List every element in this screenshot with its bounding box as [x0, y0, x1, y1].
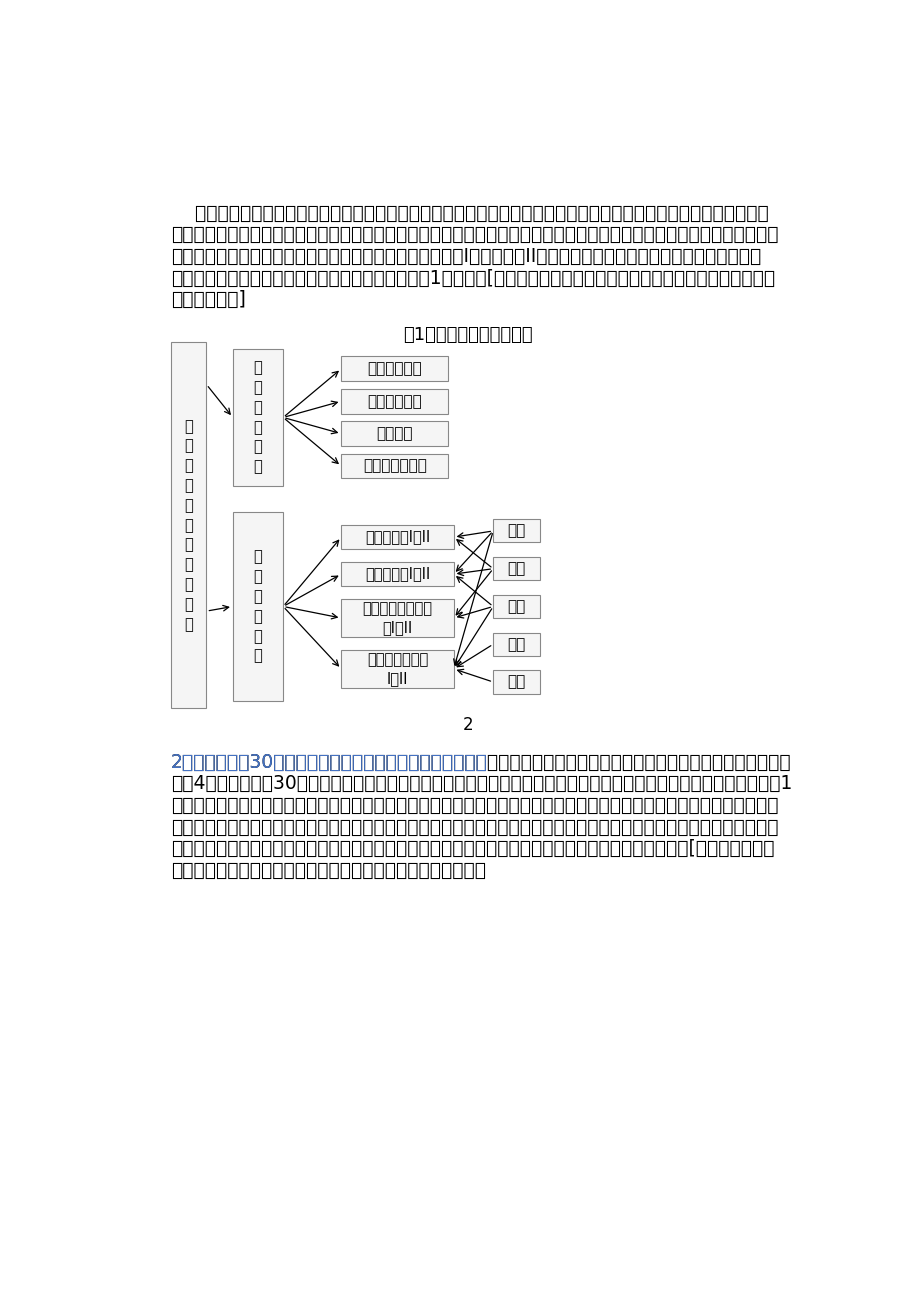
FancyBboxPatch shape: [493, 595, 539, 618]
Text: 实验技术与理论: 实验技术与理论: [362, 459, 426, 474]
Text: 数学: 数学: [506, 636, 525, 652]
FancyBboxPatch shape: [493, 670, 539, 693]
Text: 设置4个方向，形成30个项目主题，按照学生认知发展和项目综合程度分布在不同学段，满足学生多元化发展需求（如表1: 设置4个方向，形成30个项目主题，按照学生认知发展和项目综合程度分布在不同学段，…: [171, 774, 791, 794]
Text: 科学研究方法: 科学研究方法: [367, 394, 422, 409]
Text: 氧化还原反应原理、元素化合物认知方法、有机合成等重要内容，包括了植物生命活动调节、微生物的生长繁殖与培养、基: 氧化还原反应原理、元素化合物认知方法、有机合成等重要内容，包括了植物生命活动调节…: [171, 817, 777, 837]
FancyBboxPatch shape: [493, 519, 539, 543]
FancyBboxPatch shape: [171, 342, 206, 708]
Text: 图1：项目式学习课程框架: 图1：项目式学习课程框架: [403, 325, 532, 343]
FancyBboxPatch shape: [341, 598, 453, 637]
Text: 2: 2: [462, 716, 472, 734]
FancyBboxPatch shape: [341, 454, 448, 479]
FancyBboxPatch shape: [341, 389, 448, 414]
Text: 技术: 技术: [506, 674, 525, 690]
Text: 项目实例: 项目实例: [376, 427, 413, 441]
Text: 2、设计并实施30个项目，形成系统化、结构化的项目体系。根据物理、化学、生物、数学和技术学科的核心概念和原理，: 2、设计并实施30个项目，形成系统化、结构化的项目体系。根据物理、化学、生物、数…: [171, 753, 790, 771]
FancyBboxPatch shape: [493, 557, 539, 580]
Text: 并关注小课题研究公众号，和二十万一线教师一起学习做课题写: 并关注小课题研究公众号，和二十万一线教师一起学习做课题写: [171, 861, 485, 879]
Text: 段的学科类别，确定项目方向；从课程功能和学习阶段的角度，构建出《项目基础课程》和《项目实践课程》，从学生的兴: 段的学科类别，确定项目方向；从课程功能和学习阶段的角度，构建出《项目基础课程》和…: [171, 225, 777, 245]
FancyBboxPatch shape: [233, 513, 283, 700]
Text: 项
目
实
践
课
程: 项 目 实 践 课 程: [254, 549, 262, 664]
FancyBboxPatch shape: [341, 649, 453, 688]
Text: 生物: 生物: [506, 598, 525, 614]
FancyBboxPatch shape: [341, 356, 448, 381]
Text: 物质与材料I和II: 物质与材料I和II: [365, 567, 430, 582]
Text: 项
目
基
础
课
程: 项 目 基 础 课 程: [254, 360, 262, 475]
Text: 化学: 化学: [506, 561, 525, 576]
Text: 方向，从而搭建出项目式学习的课程框架体系（如图1所示）。[欢迎老师们搜索并关注小课题研究公众号，免费查阅海量: 方向，从而搭建出项目式学习的课程框架体系（如图1所示）。[欢迎老师们搜索并关注小…: [171, 268, 774, 288]
FancyBboxPatch shape: [493, 632, 539, 656]
Text: 课题论文资源]: 课题论文资源]: [171, 290, 245, 310]
Text: 物理: 物理: [506, 523, 525, 539]
Text: 项目研究概论: 项目研究概论: [367, 362, 422, 376]
Text: 因工程基本原理和技术等生命科学核心概念和前沿技术，涉及信息学的编程设计、工程学的系统思想等。[欢迎老师们搜索: 因工程基本原理和技术等生命科学核心概念和前沿技术，涉及信息学的编程设计、工程学的…: [171, 839, 774, 859]
FancyBboxPatch shape: [341, 422, 448, 446]
FancyBboxPatch shape: [341, 562, 453, 587]
Text: 趣和能力差异的角度，进一步将项目实践课程分出实践课程I和实践课程II两个层次。学科基础和课程功能共同决定项目: 趣和能力差异的角度，进一步将项目实践课程分出实践课程I和实践课程II两个层次。学…: [171, 247, 760, 265]
Text: 探究科学与技术领域中各学科的实用性方向，即该学科可能构成的研究方向或工业分工的知识基础，结合基础教育阶: 探究科学与技术领域中各学科的实用性方向，即该学科可能构成的研究方向或工业分工的知…: [171, 204, 767, 222]
Text: 2、设计并实施30个项目，形成系统化、结构化的项目体系。: 2、设计并实施30个项目，形成系统化、结构化的项目体系。: [171, 753, 487, 771]
Text: 生命科学与生物工
程I和II: 生命科学与生物工 程I和II: [362, 601, 432, 635]
FancyBboxPatch shape: [233, 349, 283, 487]
Text: 所示）。项目内容涵盖了物理学科抛体运动、圆周运动、电路、磁场和电磁感应等力学和电学等核心知识，承载了化学学科: 所示）。项目内容涵盖了物理学科抛体运动、圆周运动、电路、磁场和电磁感应等力学和电…: [171, 796, 777, 814]
Text: 几何智能机器人
I和II: 几何智能机器人 I和II: [367, 652, 427, 686]
FancyBboxPatch shape: [341, 524, 453, 549]
Text: 基
于
项
目
式
学
习
课
程
内
容: 基 于 项 目 式 学 习 课 程 内 容: [184, 419, 193, 632]
Text: 工程与技术I和II: 工程与技术I和II: [365, 530, 430, 545]
